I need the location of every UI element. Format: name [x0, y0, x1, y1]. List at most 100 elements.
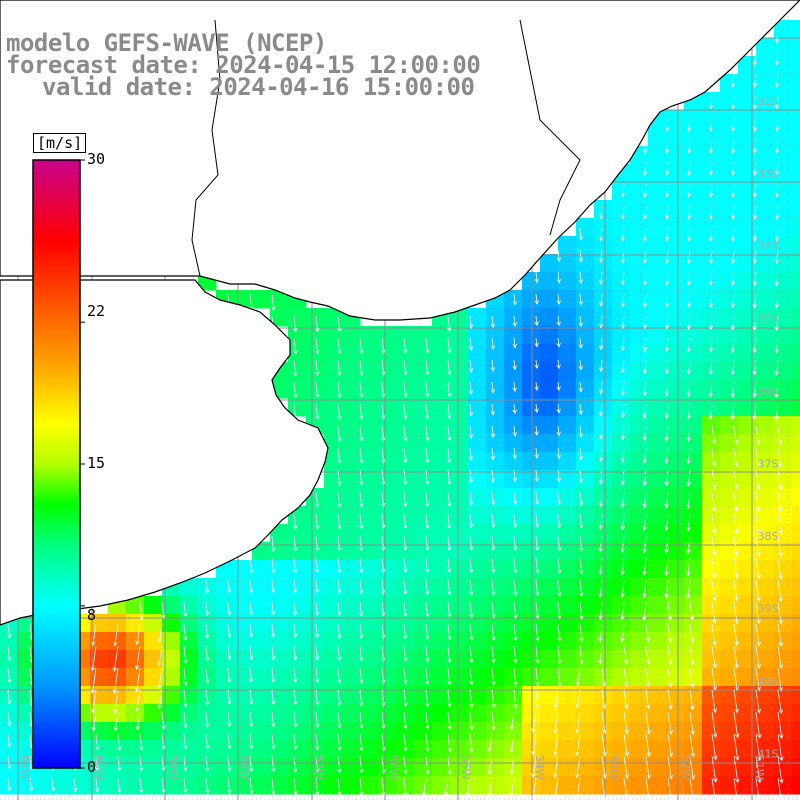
- wind-cell: [666, 200, 685, 219]
- wind-arrow-head: [664, 436, 670, 442]
- wind-cell: [432, 632, 451, 651]
- wind-arrow-head: [620, 615, 625, 621]
- wind-arrow: [469, 623, 473, 640]
- wind-arrow-head: [205, 789, 210, 794]
- wind-cell: [702, 308, 721, 327]
- wind-cell: [702, 452, 721, 471]
- wind-arrow-head: [774, 104, 780, 110]
- wind-cell: [594, 272, 613, 291]
- wind-arrow: [554, 755, 559, 778]
- wind-arrow-head: [624, 751, 629, 757]
- wind-cell: [450, 416, 469, 435]
- wind-cell: [396, 704, 415, 723]
- wind-arrow: [513, 667, 517, 686]
- wind-arrow-head: [490, 433, 496, 438]
- wind-cell: [612, 236, 631, 255]
- wind-cell: [576, 254, 595, 273]
- wind-arrow-head: [778, 686, 784, 692]
- wind-arrow-head: [315, 415, 320, 421]
- wind-arrow: [644, 381, 647, 396]
- wind-arrow: [644, 139, 647, 153]
- wind-arrow-head: [642, 548, 647, 554]
- wind-arrow: [469, 667, 473, 685]
- wind-cell: [378, 740, 397, 759]
- wind-cell: [486, 380, 505, 399]
- wind-arrow: [755, 645, 760, 669]
- wind-arrow: [688, 359, 691, 374]
- wind-cell: [414, 506, 433, 525]
- wind-cell: [756, 470, 775, 489]
- wind-cell: [792, 776, 800, 795]
- wind-arrow-head: [226, 744, 232, 750]
- wind-cell: [720, 380, 739, 399]
- wind-cell: [612, 704, 631, 723]
- wind-arrow: [535, 601, 539, 619]
- wind-cell: [162, 650, 181, 669]
- wind-arrow: [423, 777, 427, 796]
- wind-cell: [612, 578, 631, 597]
- wind-cell: [594, 596, 613, 615]
- wind-arrow-head: [774, 393, 779, 399]
- wind-cell: [594, 254, 613, 273]
- wind-arrow-head: [712, 755, 718, 761]
- wind-cell: [414, 650, 433, 669]
- wind-cell: [450, 632, 469, 651]
- wind-cell: [378, 614, 397, 633]
- wind-arrow-head: [336, 611, 342, 617]
- wind-cell: [648, 776, 667, 795]
- wind-arrow-head: [425, 657, 430, 663]
- wind-arrow-head: [579, 637, 584, 643]
- wind-arrow: [579, 601, 583, 619]
- wind-cell: [540, 542, 559, 561]
- wind-arrow-head: [447, 658, 452, 663]
- wind-arrow: [710, 381, 713, 397]
- wind-arrow-head: [359, 746, 364, 752]
- wind-arrow-head: [157, 661, 162, 667]
- wind-cell: [216, 686, 235, 705]
- wind-arrow: [665, 491, 669, 509]
- wind-cell: [270, 740, 289, 759]
- wind-arrow-head: [249, 789, 254, 795]
- wind-cell: [648, 740, 667, 759]
- wind-arrow: [622, 469, 625, 485]
- wind-arrow: [249, 645, 252, 660]
- wind-arrow-head: [531, 773, 536, 778]
- wind-cell: [468, 344, 487, 363]
- wind-arrow: [381, 447, 384, 463]
- wind-arrow-head: [183, 681, 188, 687]
- wind-arrow: [577, 667, 581, 686]
- wind-arrow-head: [425, 747, 430, 753]
- wind-arrow-head: [712, 663, 717, 669]
- wind-arrow: [622, 359, 625, 373]
- wind-arrow: [665, 469, 669, 486]
- wind-arrow-head: [730, 303, 736, 309]
- wind-arrow-head: [686, 594, 691, 599]
- wind-arrow-head: [620, 324, 626, 330]
- wind-cell: [756, 146, 775, 165]
- wind-cell: [756, 560, 775, 579]
- wind-arrow: [732, 271, 735, 285]
- wind-arrow-head: [623, 704, 629, 710]
- wind-arrow: [710, 95, 713, 109]
- wind-arrow-head: [730, 214, 736, 220]
- wind-arrow: [775, 403, 779, 420]
- wind-cell: [360, 722, 379, 741]
- wind-arrow-head: [578, 455, 584, 461]
- wind-arrow: [776, 29, 779, 43]
- wind-arrow-head: [645, 637, 651, 643]
- wind-cell: [306, 560, 325, 579]
- wind-cell: [720, 290, 739, 309]
- wind-cell: [270, 650, 289, 669]
- wind-cell: [774, 254, 793, 273]
- wind-cell: [738, 398, 757, 417]
- wind-arrow: [337, 689, 341, 706]
- wind-arrow-head: [135, 640, 140, 646]
- wind-cell: [792, 218, 800, 237]
- wind-cell: [774, 362, 793, 381]
- wind-arrow: [381, 359, 385, 376]
- wind-cell: [234, 560, 253, 579]
- wind-arrow-head: [752, 415, 757, 421]
- wind-cell: [594, 308, 613, 327]
- wind-arrow: [689, 755, 694, 780]
- wind-arrow-head: [248, 611, 254, 616]
